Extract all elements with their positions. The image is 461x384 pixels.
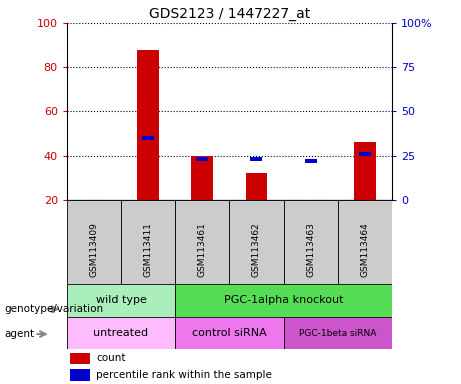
- Bar: [142, 136, 154, 140]
- Bar: [229, 200, 284, 284]
- Text: genotype/variation: genotype/variation: [5, 304, 104, 314]
- Bar: [175, 317, 284, 349]
- Text: GSM113461: GSM113461: [198, 222, 207, 277]
- Bar: [121, 200, 175, 284]
- Text: GSM113463: GSM113463: [306, 222, 315, 277]
- Bar: [337, 200, 392, 284]
- Bar: [137, 50, 159, 200]
- Bar: [284, 317, 392, 349]
- Text: control siRNA: control siRNA: [192, 328, 267, 338]
- Text: agent: agent: [5, 329, 35, 339]
- Text: GSM113464: GSM113464: [360, 223, 369, 277]
- Title: GDS2123 / 1447227_at: GDS2123 / 1447227_at: [149, 7, 310, 21]
- Bar: [67, 284, 175, 317]
- Bar: [250, 157, 262, 161]
- Bar: [175, 200, 229, 284]
- Text: PGC-1beta siRNA: PGC-1beta siRNA: [299, 329, 376, 338]
- Text: GSM113409: GSM113409: [89, 222, 99, 277]
- Bar: [196, 157, 208, 161]
- Text: percentile rank within the sample: percentile rank within the sample: [96, 370, 272, 380]
- Bar: [70, 369, 89, 381]
- Bar: [354, 142, 376, 200]
- Text: count: count: [96, 353, 125, 363]
- Text: untreated: untreated: [94, 328, 148, 338]
- Text: GSM113462: GSM113462: [252, 223, 261, 277]
- Bar: [67, 317, 175, 349]
- Text: PGC-1alpha knockout: PGC-1alpha knockout: [224, 295, 343, 306]
- Bar: [284, 200, 337, 284]
- Bar: [305, 159, 317, 163]
- Bar: [70, 353, 89, 364]
- Text: GSM113411: GSM113411: [143, 222, 153, 277]
- Bar: [246, 173, 267, 200]
- Bar: [191, 156, 213, 200]
- Bar: [359, 152, 371, 156]
- Bar: [67, 200, 121, 284]
- Bar: [175, 284, 392, 317]
- Text: wild type: wild type: [95, 295, 147, 306]
